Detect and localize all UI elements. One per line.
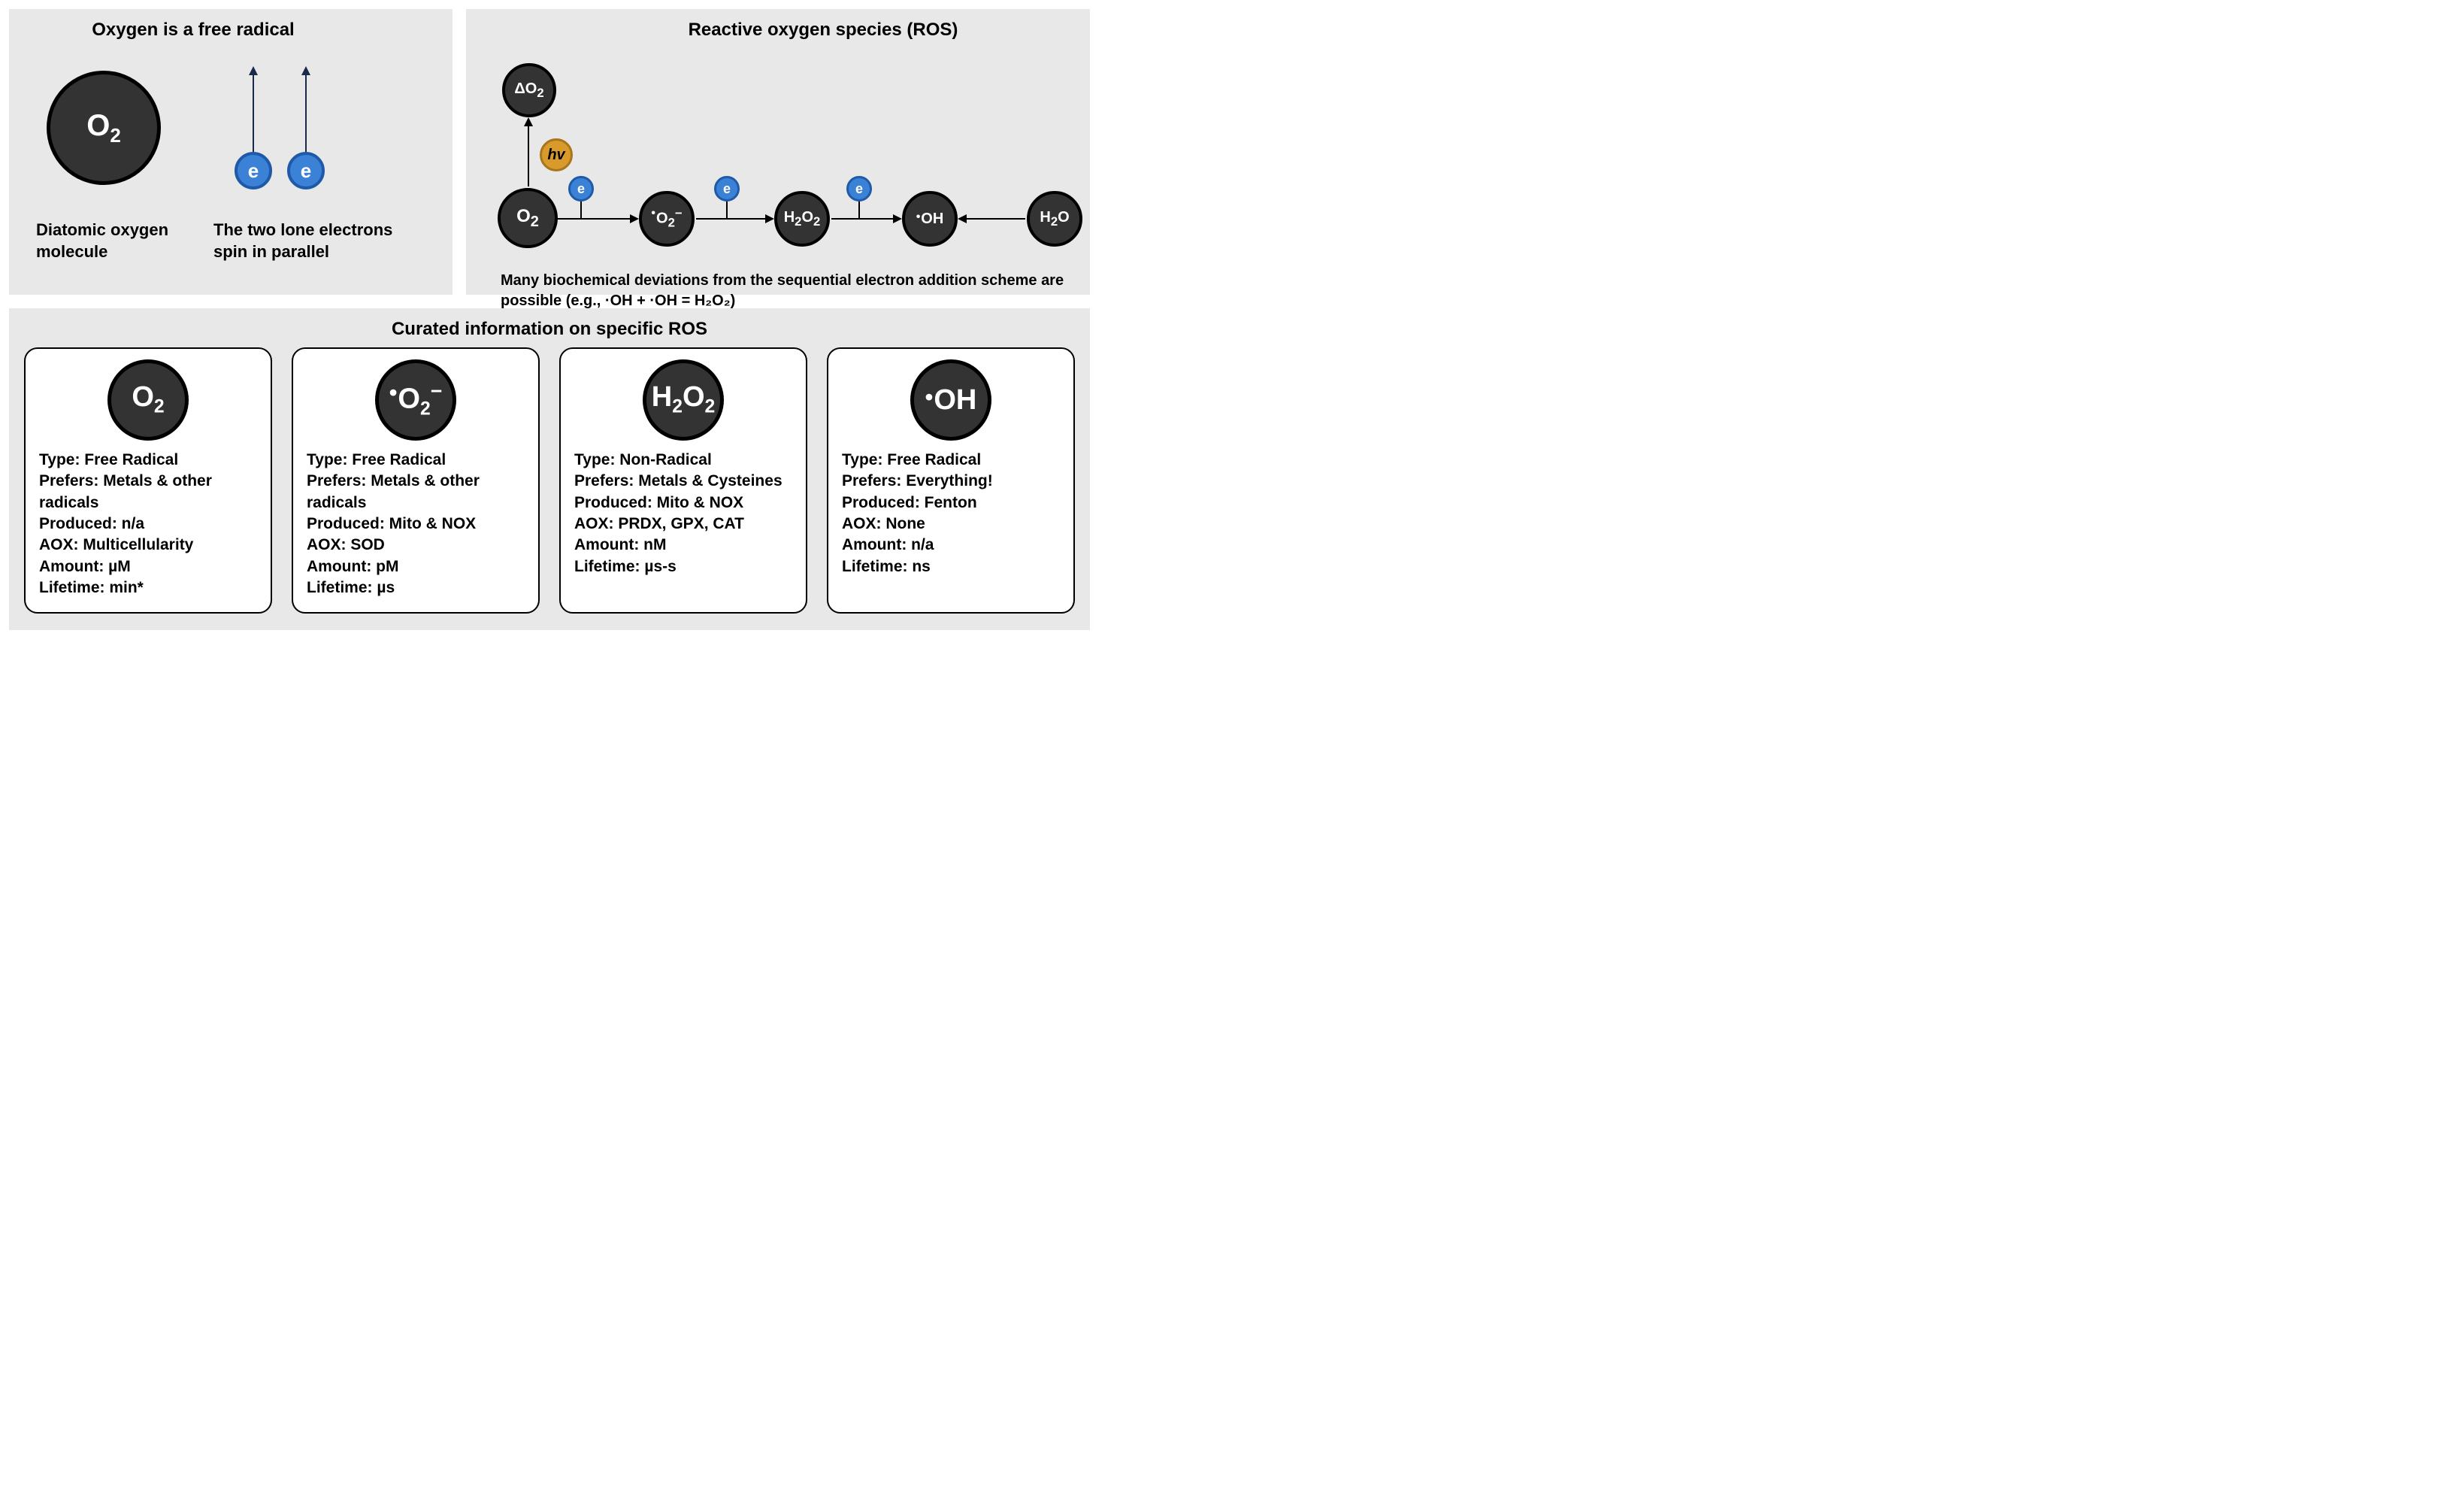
ros-scheme-footnote: Many biochemical deviations from the seq… bbox=[501, 271, 1079, 311]
ros-card-field-amount: Amount: nM bbox=[574, 535, 666, 556]
ros-card-molecule-2: H2O2 bbox=[643, 359, 724, 441]
ros-card-field-aox: AOX: Multicellularity bbox=[39, 535, 193, 556]
ros-card-molecule-label-1: O2− bbox=[389, 381, 442, 419]
electron-addition-1: e bbox=[714, 176, 740, 202]
ros-card-field-aox: AOX: None bbox=[842, 514, 925, 535]
ros-card-field-lifetime: Lifetime: min* bbox=[39, 577, 144, 599]
panel-oxygen-free-radical: Oxygen is a free radical O2 e e Diatomic… bbox=[9, 9, 453, 295]
reaction-arrow-1 bbox=[696, 218, 773, 220]
panel-curated-ros-info: Curated information on specific ROS O2 Ty… bbox=[9, 308, 1090, 630]
molecule-node-delta: ΔO2 bbox=[502, 63, 556, 117]
molecule-label-o2minus: O2− bbox=[651, 208, 682, 229]
electron-stem-2 bbox=[858, 201, 860, 219]
ros-card-molecule-label-0: O2 bbox=[132, 383, 164, 417]
ros-card-molecule-label-3: OH bbox=[925, 386, 977, 414]
caption-parallel-spin: The two lone electronsspin in parallel bbox=[213, 220, 392, 262]
molecule-node-h2o: H2O bbox=[1027, 191, 1082, 247]
ros-card-field-produced: Produced: n/a bbox=[39, 514, 144, 535]
ros-card-molecule-label-2: H2O2 bbox=[652, 383, 715, 417]
ros-card-field-lifetime: Lifetime: µs-s bbox=[574, 556, 677, 577]
molecule-label-oh: OH bbox=[916, 211, 944, 226]
ros-card-molecule-3: OH bbox=[910, 359, 991, 441]
electron-addition-2: e bbox=[846, 176, 872, 202]
bottom-panel-title: Curated information on specific ROS bbox=[24, 319, 1075, 340]
ros-card-0: O2 Type: Free RadicalPrefers: Metals & ot… bbox=[24, 347, 272, 614]
ros-card-field-amount: Amount: µM bbox=[39, 556, 131, 577]
ros-card-field-aox: AOX: PRDX, GPX, CAT bbox=[574, 514, 744, 535]
molecule-label-delta: ΔO2 bbox=[514, 81, 543, 100]
reaction-arrow-0 bbox=[558, 218, 637, 220]
ros-card-molecule-1: O2− bbox=[375, 359, 456, 441]
ros-card-field-prefers: Prefers: Everything! bbox=[842, 471, 993, 492]
panel-ros-scheme: Reactive oxygen species (ROS) hv e e e ΔO2 O2… bbox=[466, 9, 1090, 295]
molecule-node-o2: O2 bbox=[498, 188, 558, 248]
right-panel-title: Reactive oxygen species (ROS) bbox=[480, 20, 1076, 41]
reaction-arrow-3 bbox=[959, 218, 1025, 220]
ros-card-field-lifetime: Lifetime: ns bbox=[842, 556, 931, 577]
ros-card-field-type: Type: Free Radical bbox=[842, 450, 981, 471]
arrow-o2-to-singlet bbox=[528, 119, 529, 186]
molecule-label-h2o2: H2O2 bbox=[784, 210, 821, 229]
molecule-node-oh: OH bbox=[902, 191, 958, 247]
caption-diatomic: Diatomic oxygenmolecule bbox=[36, 220, 168, 262]
ros-card-3: OH Type: Free RadicalPrefers: Everything!… bbox=[827, 347, 1075, 614]
spin-arrow-2 bbox=[305, 74, 307, 152]
molecule-label-h2o: H2O bbox=[1040, 210, 1069, 229]
ros-card-field-type: Type: Free Radical bbox=[39, 450, 178, 471]
ros-card-1: O2− Type: Free RadicalPrefers: Metals & o… bbox=[292, 347, 540, 614]
electron-2: e bbox=[287, 152, 325, 189]
left-panel-title: Oxygen is a free radical bbox=[23, 20, 439, 41]
ros-card-field-prefers: Prefers: Metals & other radicals bbox=[307, 471, 525, 514]
molecule-node-o2minus: O2− bbox=[639, 191, 695, 247]
ros-card-field-prefers: Prefers: Metals & other radicals bbox=[39, 471, 257, 514]
molecule-o2-label: O2 bbox=[86, 111, 121, 145]
ros-card-field-aox: AOX: SOD bbox=[307, 535, 385, 556]
ros-card-field-amount: Amount: pM bbox=[307, 556, 398, 577]
ros-card-molecule-0: O2 bbox=[107, 359, 189, 441]
hv-photon-icon: hv bbox=[540, 138, 573, 171]
ros-card-field-type: Type: Non-Radical bbox=[574, 450, 712, 471]
molecule-o2-big: O2 bbox=[47, 71, 161, 185]
ros-card-field-produced: Produced: Fenton bbox=[842, 492, 977, 514]
ros-card-field-produced: Produced: Mito & NOX bbox=[307, 514, 476, 535]
electron-stem-0 bbox=[580, 201, 582, 219]
electron-addition-0: e bbox=[568, 176, 594, 202]
electron-1: e bbox=[235, 152, 272, 189]
ros-card-2: H2O2 Type: Non-RadicalPrefers: Metals & C… bbox=[559, 347, 807, 614]
spin-arrow-1 bbox=[253, 74, 254, 152]
ros-card-field-prefers: Prefers: Metals & Cysteines bbox=[574, 471, 782, 492]
ros-cards-row: O2Type: Free RadicalPrefers: Metals & ot… bbox=[24, 347, 1075, 614]
molecule-node-h2o2: H2O2 bbox=[774, 191, 830, 247]
molecule-label-o2: O2 bbox=[516, 208, 539, 229]
ros-card-field-amount: Amount: n/a bbox=[842, 535, 934, 556]
ros-card-field-produced: Produced: Mito & NOX bbox=[574, 492, 743, 514]
electron-stem-1 bbox=[726, 201, 728, 219]
ros-card-field-type: Type: Free Radical bbox=[307, 450, 446, 471]
reaction-arrow-2 bbox=[831, 218, 901, 220]
ros-card-field-lifetime: Lifetime: µs bbox=[307, 577, 395, 599]
